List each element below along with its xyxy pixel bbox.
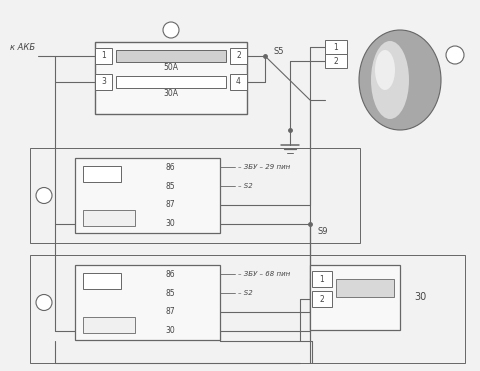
Text: 30: 30 xyxy=(165,326,175,335)
Bar xyxy=(116,50,226,62)
Text: 4: 4 xyxy=(168,25,174,35)
Bar xyxy=(325,40,347,54)
Bar xyxy=(230,48,247,64)
Text: 1: 1 xyxy=(101,52,106,60)
Text: к АКБ: к АКБ xyxy=(10,43,35,53)
Bar xyxy=(230,74,247,90)
Bar xyxy=(310,265,400,330)
Bar xyxy=(83,317,135,333)
Text: 87: 87 xyxy=(165,200,175,209)
Text: 10: 10 xyxy=(449,50,461,59)
Text: S9: S9 xyxy=(318,227,328,236)
Circle shape xyxy=(36,187,52,204)
Ellipse shape xyxy=(359,30,441,130)
Text: 4: 4 xyxy=(236,78,241,86)
Bar xyxy=(83,210,135,226)
Bar xyxy=(83,273,121,289)
Bar xyxy=(75,265,220,340)
Text: 87: 87 xyxy=(165,308,175,316)
Circle shape xyxy=(36,295,52,311)
Bar xyxy=(83,166,121,182)
Ellipse shape xyxy=(375,50,395,90)
Text: – ЗБУ – 29 пин: – ЗБУ – 29 пин xyxy=(238,164,290,170)
Text: 86: 86 xyxy=(165,163,175,172)
Text: 3: 3 xyxy=(101,78,106,86)
Text: 86: 86 xyxy=(165,270,175,279)
Bar xyxy=(75,158,220,233)
Circle shape xyxy=(163,22,179,38)
Text: S5: S5 xyxy=(273,46,284,56)
Text: 50A: 50A xyxy=(164,63,179,72)
Bar xyxy=(325,54,347,68)
Text: 30: 30 xyxy=(165,219,175,228)
Text: 1: 1 xyxy=(334,43,338,52)
Bar xyxy=(95,74,112,90)
Text: 85: 85 xyxy=(165,182,175,191)
Ellipse shape xyxy=(371,41,409,119)
Bar xyxy=(336,279,394,297)
Text: 1: 1 xyxy=(320,275,324,283)
Text: 9: 9 xyxy=(41,298,47,308)
Text: – ЗБУ – 68 пин: – ЗБУ – 68 пин xyxy=(238,271,290,278)
Text: 2: 2 xyxy=(334,56,338,66)
Text: 6: 6 xyxy=(41,190,47,200)
Text: – S2: – S2 xyxy=(238,290,253,296)
Text: – S2: – S2 xyxy=(238,183,253,189)
Bar xyxy=(95,48,112,64)
Text: 2: 2 xyxy=(320,295,324,303)
Text: 85: 85 xyxy=(165,289,175,298)
Bar xyxy=(95,42,247,114)
Bar xyxy=(30,148,360,243)
Bar xyxy=(312,291,332,307)
Circle shape xyxy=(446,46,464,64)
Text: 2: 2 xyxy=(236,52,241,60)
Bar xyxy=(30,255,465,363)
Bar xyxy=(116,76,226,88)
Bar xyxy=(312,271,332,287)
Text: 30A: 30A xyxy=(164,89,179,98)
Text: 30: 30 xyxy=(414,292,426,302)
